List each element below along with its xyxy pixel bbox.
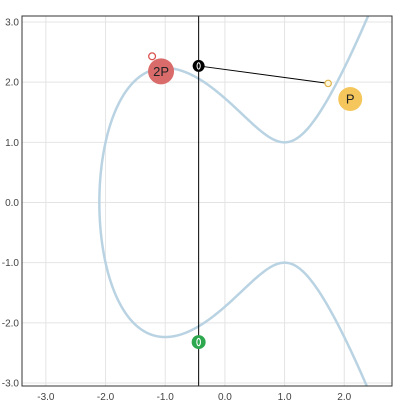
point-p-badge[interactable] <box>338 87 363 112</box>
intersection-point-top[interactable] <box>192 59 205 72</box>
point-2p-label: 2P <box>153 64 169 79</box>
x-tick-label: 2.0 <box>337 392 351 403</box>
elliptic-curve <box>98 16 370 386</box>
x-tick-label: 0.0 <box>218 392 232 403</box>
line-layer <box>198 16 329 386</box>
y-tick-label: -2.0 <box>2 318 20 329</box>
point-2p-marker <box>148 52 157 61</box>
y-tick-label: -1.0 <box>2 258 20 269</box>
y-tick-label: -3.0 <box>2 378 20 389</box>
x-tick-label: -3.0 <box>37 392 55 403</box>
x-tick-label: -2.0 <box>97 392 115 403</box>
point-2p-badge[interactable] <box>148 58 175 85</box>
y-tick-label: 2.0 <box>5 78 19 89</box>
plot-frame <box>21 15 393 387</box>
y-tick-label: 3.0 <box>5 18 19 29</box>
point-p-label: P <box>346 92 355 107</box>
intersection-point-bottom-ring <box>196 337 201 347</box>
point-layer: P 2P <box>148 52 363 350</box>
plot-background <box>22 16 392 386</box>
x-tick-label: 1.0 <box>278 392 292 403</box>
secant-line <box>198 65 329 84</box>
tick-labels: -3.0 -2.0 -1.0 0.0 1.0 2.0 3.0 2.0 1.0 0.0 -1.0 -2.… <box>2 18 352 403</box>
intersection-point-top-ring <box>196 62 201 70</box>
y-tick-label: 1.0 <box>5 138 19 149</box>
curve-layer <box>98 16 370 386</box>
x-tick-label: -1.0 <box>157 392 175 403</box>
y-tick-label: 0.0 <box>5 198 19 209</box>
intersection-point-bottom[interactable] <box>191 335 206 350</box>
point-p-marker <box>324 79 332 88</box>
